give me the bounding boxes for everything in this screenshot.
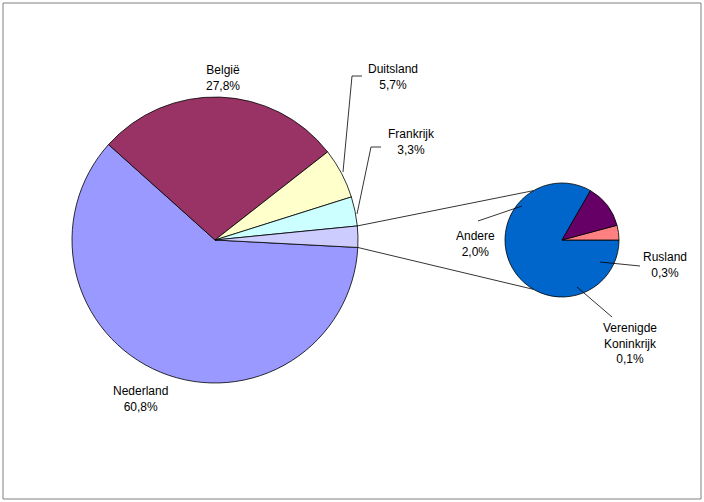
- svg-text:Duitsland5,7%: Duitsland5,7%: [368, 62, 418, 92]
- svg-text:Andere2,0%: Andere2,0%: [456, 229, 495, 259]
- svg-text:België27,8%: België27,8%: [206, 63, 240, 93]
- svg-text:VerenigdeKoninkrijk0,1%: VerenigdeKoninkrijk0,1%: [603, 321, 657, 366]
- svg-text:Frankrijk3,3%: Frankrijk3,3%: [388, 127, 435, 157]
- svg-text:Nederland60,8%: Nederland60,8%: [113, 384, 168, 414]
- svg-text:Rusland0,3%: Rusland0,3%: [643, 250, 687, 280]
